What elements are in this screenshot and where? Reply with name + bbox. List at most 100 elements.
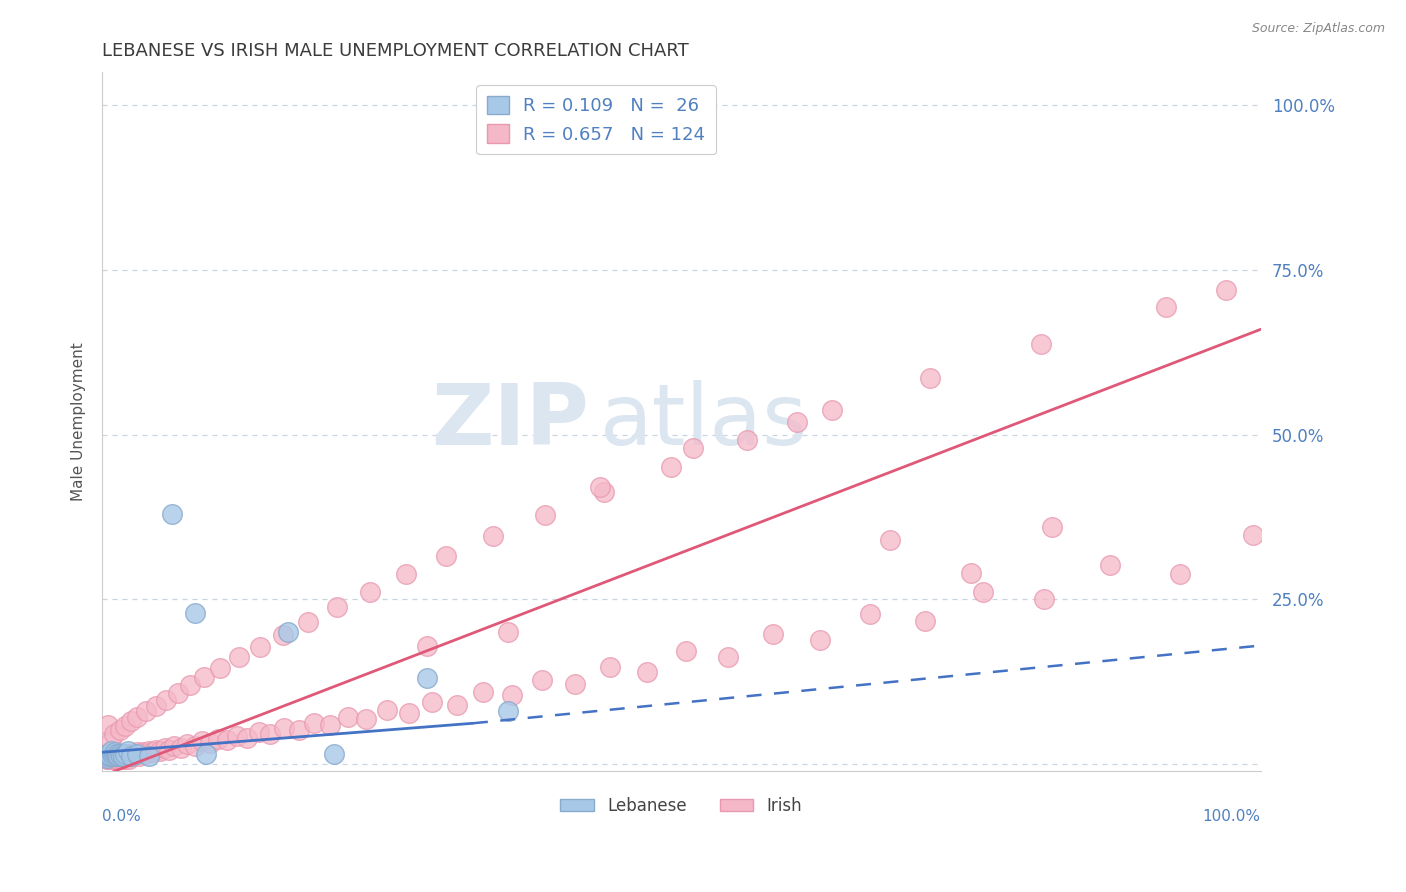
Point xyxy=(120,714,142,729)
Point xyxy=(184,739,207,753)
Point xyxy=(166,686,188,700)
Point xyxy=(533,508,555,522)
Point xyxy=(108,749,131,764)
Point xyxy=(107,747,129,762)
Point xyxy=(336,709,359,723)
Point xyxy=(100,752,122,766)
Point xyxy=(134,747,156,762)
Point xyxy=(135,705,157,719)
Point xyxy=(94,750,117,764)
Point xyxy=(496,705,519,719)
Point xyxy=(960,566,983,580)
Point xyxy=(117,744,139,758)
Point xyxy=(141,745,163,759)
Point xyxy=(496,625,519,640)
Point xyxy=(115,749,138,764)
Point xyxy=(128,749,150,764)
Point xyxy=(356,712,378,726)
Point xyxy=(97,752,120,766)
Point xyxy=(914,614,936,628)
Point xyxy=(322,747,344,762)
Point xyxy=(636,665,658,679)
Point xyxy=(112,747,135,762)
Point xyxy=(810,633,832,648)
Point xyxy=(415,672,437,686)
Point xyxy=(157,742,180,756)
Point xyxy=(104,749,127,764)
Point xyxy=(273,721,295,735)
Point xyxy=(1241,528,1264,542)
Point xyxy=(100,749,122,764)
Point xyxy=(105,749,128,764)
Point xyxy=(209,661,232,675)
Point xyxy=(98,752,121,766)
Point xyxy=(191,734,214,748)
Point xyxy=(101,749,124,764)
Point xyxy=(138,744,160,758)
Point xyxy=(501,688,523,702)
Point xyxy=(155,692,177,706)
Point xyxy=(375,703,398,717)
Point xyxy=(1029,336,1052,351)
Point xyxy=(415,639,437,653)
Point xyxy=(170,740,193,755)
Point xyxy=(193,670,215,684)
Point xyxy=(112,749,135,764)
Point xyxy=(163,739,186,753)
Point xyxy=(786,415,808,429)
Point xyxy=(737,433,759,447)
Point xyxy=(1168,567,1191,582)
Point xyxy=(160,507,183,521)
Point xyxy=(108,747,131,762)
Point xyxy=(972,584,994,599)
Text: ZIP: ZIP xyxy=(432,380,589,463)
Point xyxy=(422,694,444,708)
Point xyxy=(564,677,586,691)
Point xyxy=(105,747,128,762)
Point xyxy=(153,740,176,755)
Point xyxy=(1154,300,1177,314)
Point xyxy=(179,678,201,692)
Point xyxy=(675,644,697,658)
Point xyxy=(96,749,118,764)
Point xyxy=(481,529,503,543)
Point xyxy=(225,730,247,744)
Point xyxy=(297,615,319,629)
Point xyxy=(195,747,218,762)
Point xyxy=(599,659,621,673)
Point xyxy=(659,460,682,475)
Point xyxy=(247,725,270,739)
Point xyxy=(96,750,118,764)
Point xyxy=(120,747,142,762)
Point xyxy=(920,371,942,385)
Point xyxy=(105,747,128,762)
Point xyxy=(98,749,121,764)
Point xyxy=(103,752,125,766)
Point xyxy=(592,485,614,500)
Y-axis label: Male Unemployment: Male Unemployment xyxy=(72,343,86,501)
Point xyxy=(236,731,259,745)
Point xyxy=(108,752,131,766)
Point xyxy=(125,747,148,762)
Point xyxy=(589,480,612,494)
Point xyxy=(111,752,134,766)
Point xyxy=(762,626,785,640)
Point xyxy=(271,628,294,642)
Point xyxy=(105,752,128,766)
Point xyxy=(98,749,121,764)
Point xyxy=(97,717,120,731)
Point xyxy=(176,737,198,751)
Point xyxy=(121,749,143,764)
Text: LEBANESE VS IRISH MALE UNEMPLOYMENT CORRELATION CHART: LEBANESE VS IRISH MALE UNEMPLOYMENT CORR… xyxy=(103,42,689,60)
Point xyxy=(717,650,740,665)
Point xyxy=(217,733,239,747)
Point xyxy=(103,747,125,762)
Point xyxy=(145,699,167,714)
Point xyxy=(472,684,495,698)
Point xyxy=(446,698,468,712)
Point xyxy=(98,752,121,766)
Point xyxy=(319,717,342,731)
Text: 0.0%: 0.0% xyxy=(103,809,141,824)
Point xyxy=(1040,520,1063,534)
Point xyxy=(107,749,129,764)
